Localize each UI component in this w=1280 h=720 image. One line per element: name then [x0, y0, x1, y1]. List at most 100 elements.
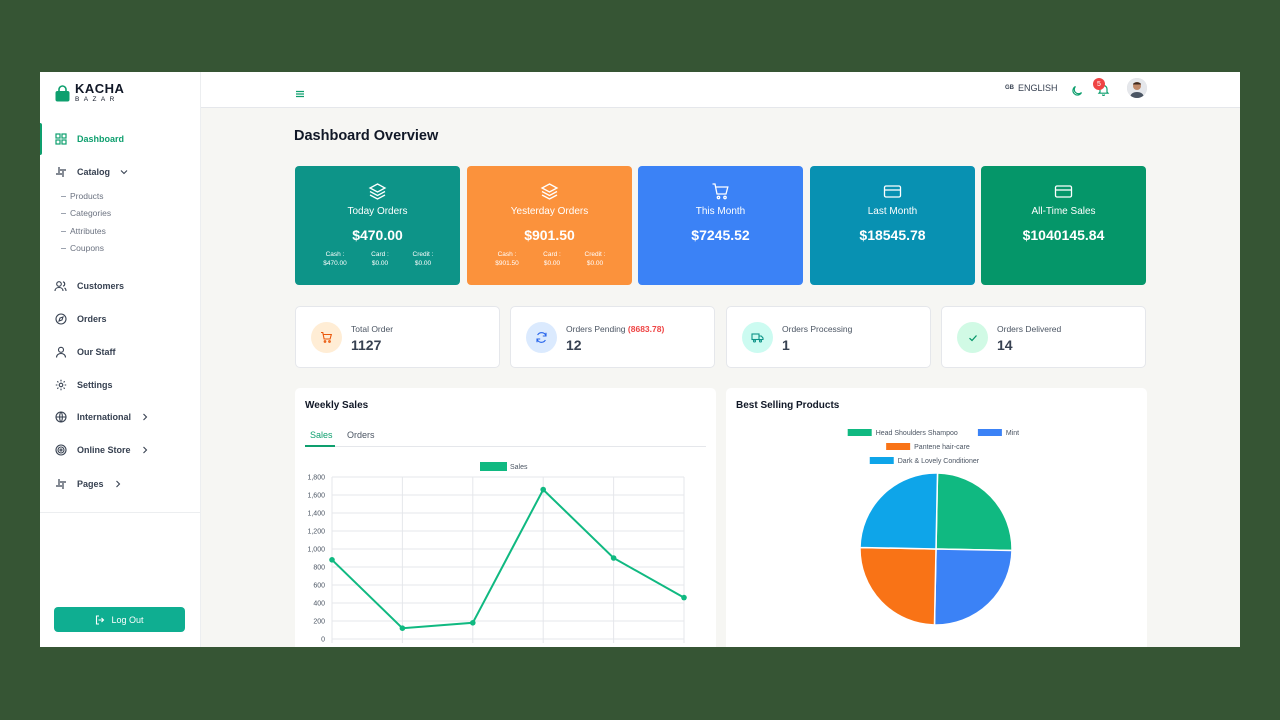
last-month-card: Last Month $18545.78: [810, 166, 975, 285]
best-selling-pie-chart: Head Shoulders Shampoo Mint Pantene hair-c…: [847, 429, 1019, 626]
sidebar-item-customers[interactable]: Customers: [54, 276, 124, 296]
y-tick-label: 600: [313, 583, 325, 590]
card-value: $901.50: [524, 227, 575, 243]
pending-amount: (8683.78): [627, 324, 665, 334]
total-order-stat: Total Order 1127: [295, 306, 500, 368]
orders-processing-stat: Orders Processing 1: [726, 306, 931, 368]
users-icon: [54, 280, 67, 293]
language-selector[interactable]: GB ENGLISH: [1005, 83, 1058, 93]
target-icon: [54, 444, 67, 457]
sidebar-item-label: Dashboard: [77, 134, 125, 144]
cart-icon: [711, 182, 730, 201]
slack-icon: [54, 166, 67, 179]
cart-icon: [311, 322, 342, 353]
pie-slice: [933, 548, 1013, 626]
data-point: [681, 594, 687, 601]
breakdown-credit: Credit : $0.00: [575, 250, 615, 268]
y-tick-label: 1,400: [307, 511, 325, 518]
app-window: KACHA BAZAR Dashboard Catalog Products C…: [40, 72, 1240, 647]
card-title: Yesterday Orders: [510, 206, 589, 217]
brand-name: KACHA: [75, 81, 125, 96]
legend-swatch: [480, 462, 507, 471]
compass-icon: [54, 313, 67, 326]
y-tick-label: 1,200: [307, 529, 325, 536]
card-title: This Month: [695, 206, 746, 217]
legend-label: Sales: [510, 464, 528, 471]
sidebar-sub-products[interactable]: Products: [61, 189, 104, 203]
sidebar-item-our-staff[interactable]: Our Staff: [54, 342, 116, 362]
sidebar-sub-attributes[interactable]: Attributes: [61, 224, 106, 238]
data-point: [399, 625, 406, 631]
sidebar-item-label: Orders: [77, 314, 107, 324]
panel-title: Best Selling Products: [736, 400, 840, 411]
legend-label: Pantene hair-care: [914, 444, 970, 451]
logout-button[interactable]: Log Out: [54, 607, 185, 632]
sidebar-item-settings[interactable]: Settings: [54, 375, 113, 395]
legend-swatch: [869, 457, 894, 464]
breakdown-label: Card :: [543, 251, 561, 258]
breakdown-value: $0.00: [414, 260, 432, 267]
logout-label: Log Out: [111, 614, 144, 625]
sidebar-item-dashboard[interactable]: Dashboard: [54, 129, 124, 149]
stat-value: 1127: [351, 337, 382, 353]
y-tick-label: 1,800: [307, 475, 325, 482]
menu-toggle-icon[interactable]: [295, 86, 305, 98]
avatar[interactable]: [1127, 78, 1147, 98]
y-tick-label: 1,600: [307, 493, 325, 500]
tab-orders[interactable]: Orders: [347, 430, 375, 440]
layers-icon: [368, 182, 387, 201]
sidebar-item-international[interactable]: International: [54, 407, 151, 427]
chevron-right-icon: [141, 412, 151, 422]
y-tick-label: 0: [321, 637, 325, 644]
breakdown-value: $0.00: [371, 260, 389, 267]
stat-label-text: Orders Pending: [566, 324, 626, 334]
today-orders-card: Today Orders $470.00 Cash : $470.00 Card …: [295, 166, 460, 285]
legend-swatch: [847, 429, 872, 436]
y-tick-label: 400: [313, 601, 325, 608]
sidebar-item-pages[interactable]: Pages: [54, 474, 124, 494]
card-title: Today Orders: [347, 206, 408, 217]
moon-icon[interactable]: [1071, 84, 1083, 102]
globe-icon: [54, 411, 67, 424]
check-icon: [957, 322, 988, 353]
stat-label: Orders Processing: [782, 324, 853, 334]
active-tab-indicator: [305, 445, 335, 447]
tab-sales[interactable]: Sales: [310, 430, 333, 440]
all-time-sales-card: All-Time Sales $1040145.84: [981, 166, 1146, 285]
sidebar-item-catalog[interactable]: Catalog: [54, 162, 130, 182]
shopping-bag-icon: [54, 84, 71, 102]
user-icon: [54, 346, 67, 359]
breakdown-card: Card : $0.00: [532, 250, 572, 268]
sidebar-item-orders[interactable]: Orders: [54, 309, 107, 329]
data-point: [470, 620, 476, 626]
credit-card-icon: [883, 182, 902, 201]
slack-icon: [54, 478, 67, 491]
sidebar-item-label: Pages: [77, 479, 104, 489]
sales-line: [331, 487, 685, 630]
chart-tabs: Sales Orders: [305, 428, 706, 447]
weekly-sales-panel: Weekly Sales Sales Orders 0 200 400 600 800 1…: [295, 388, 716, 647]
settings-icon: [54, 379, 67, 392]
data-point: [329, 557, 335, 563]
sidebar-item-online-store[interactable]: Online Store: [54, 440, 151, 460]
card-value: $18545.78: [859, 227, 926, 243]
sidebar-item-label: Catalog: [77, 167, 111, 177]
brand-logo[interactable]: KACHA BAZAR: [54, 82, 124, 104]
sidebar-sub-coupons[interactable]: Coupons: [61, 241, 104, 255]
breakdown-label: Credit :: [412, 251, 434, 258]
language-label: ENGLISH: [1018, 83, 1058, 93]
flag-gb-icon: GB: [1005, 85, 1014, 91]
breakdown-card: Card : $0.00: [360, 250, 400, 268]
breakdown-credit: Credit : $0.00: [403, 250, 443, 268]
breakdown-label: Card :: [371, 251, 389, 258]
grid-icon: [54, 133, 67, 146]
y-tick-label: 1,000: [307, 547, 325, 554]
stat-label: Orders Pending (8683.78): [566, 324, 664, 334]
sidebar-sub-categories[interactable]: Categories: [61, 206, 111, 220]
y-tick-label: 800: [313, 565, 325, 572]
orders-delivered-stat: Orders Delivered 14: [941, 306, 1146, 368]
sidebar-item-label: Settings: [77, 380, 113, 390]
refresh-icon: [526, 322, 557, 353]
card-value: $7245.52: [691, 227, 750, 243]
sidebar-item-label: Online Store: [77, 445, 131, 455]
